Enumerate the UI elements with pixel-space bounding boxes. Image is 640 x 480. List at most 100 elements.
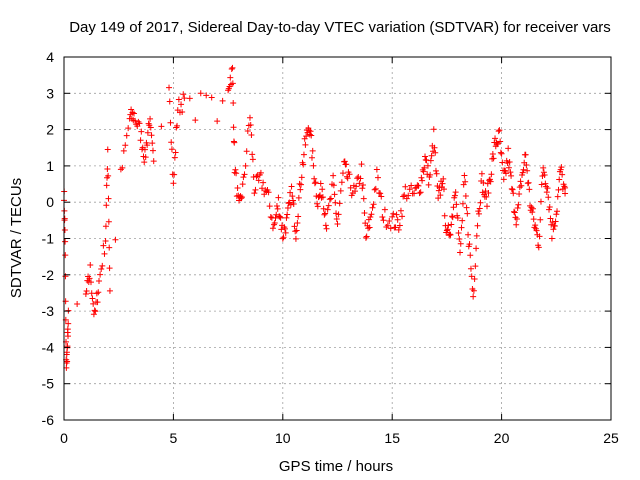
data-point	[357, 175, 364, 182]
data-point	[381, 206, 388, 213]
data-point	[290, 201, 297, 208]
data-point	[102, 237, 109, 244]
data-point	[277, 214, 284, 221]
data-point	[338, 179, 345, 186]
data-point	[232, 166, 239, 173]
data-point	[435, 187, 442, 194]
data-point	[486, 177, 493, 184]
data-point	[309, 147, 316, 154]
data-point	[492, 135, 499, 142]
data-point	[265, 189, 272, 196]
data-point	[105, 172, 112, 179]
data-point	[489, 151, 496, 158]
data-point	[512, 214, 519, 221]
data-point	[251, 190, 258, 197]
data-point	[168, 139, 175, 146]
data-point	[421, 164, 428, 171]
y-tick-label: 2	[46, 122, 54, 138]
data-point	[231, 139, 238, 146]
data-point	[370, 201, 377, 208]
data-point	[96, 277, 103, 284]
data-point	[427, 157, 434, 164]
data-point	[347, 184, 354, 191]
data-point	[446, 231, 453, 238]
data-point	[432, 149, 439, 156]
data-point	[231, 169, 238, 176]
data-point	[402, 183, 409, 190]
data-point	[343, 161, 350, 168]
data-point	[104, 165, 111, 172]
data-point	[247, 121, 254, 128]
data-point	[229, 64, 236, 71]
data-point	[455, 230, 462, 237]
data-point	[170, 180, 177, 187]
data-point	[255, 177, 262, 184]
data-point	[497, 138, 504, 145]
data-point	[509, 186, 516, 193]
y-tick-label: -4	[42, 339, 55, 355]
data-point	[94, 299, 101, 306]
data-point	[269, 225, 276, 232]
data-point	[219, 97, 226, 104]
data-point	[230, 100, 237, 107]
data-point	[424, 162, 431, 169]
y-tick-label: -2	[42, 267, 55, 283]
data-point	[490, 155, 497, 162]
data-point	[535, 244, 542, 251]
data-point	[308, 132, 315, 139]
data-point	[167, 119, 174, 126]
data-point	[520, 166, 527, 173]
data-point	[514, 205, 521, 212]
data-point	[546, 204, 553, 211]
data-point	[473, 245, 480, 252]
data-point	[516, 184, 523, 191]
data-point	[557, 166, 564, 173]
data-point	[540, 164, 547, 171]
y-tick-label: -6	[42, 412, 55, 428]
data-point	[244, 128, 251, 135]
data-point	[369, 204, 376, 211]
data-point	[150, 158, 157, 165]
data-point	[562, 184, 569, 191]
data-point	[457, 249, 464, 256]
data-point	[273, 203, 280, 210]
data-point	[427, 171, 434, 178]
data-point	[513, 221, 520, 228]
data-point	[389, 213, 396, 220]
data-point	[284, 211, 291, 218]
data-points	[61, 64, 569, 371]
data-point	[545, 194, 552, 201]
data-point	[252, 186, 259, 193]
data-point	[287, 189, 294, 196]
data-point	[293, 227, 300, 234]
data-point	[112, 236, 119, 243]
data-point	[242, 162, 249, 169]
data-point	[419, 177, 426, 184]
data-point	[186, 95, 193, 102]
y-tick-label: 0	[46, 194, 54, 210]
data-point	[449, 214, 456, 221]
data-point	[467, 265, 474, 272]
data-point	[87, 262, 94, 269]
data-point	[358, 161, 365, 168]
data-point	[292, 235, 299, 242]
data-point	[467, 252, 474, 259]
data-point	[513, 215, 520, 222]
data-point	[280, 234, 287, 241]
data-point	[558, 164, 565, 171]
data-point	[122, 142, 129, 149]
data-point	[62, 238, 69, 245]
data-point	[99, 262, 106, 269]
data-point	[384, 222, 391, 229]
data-point	[447, 231, 454, 238]
data-point	[64, 326, 71, 333]
data-point	[462, 178, 469, 185]
data-point	[428, 152, 435, 159]
data-point	[415, 182, 422, 189]
data-point	[86, 275, 93, 282]
data-point	[518, 182, 525, 189]
data-point	[147, 124, 154, 131]
data-point	[507, 169, 514, 176]
data-point	[92, 308, 99, 315]
data-point	[456, 235, 463, 242]
